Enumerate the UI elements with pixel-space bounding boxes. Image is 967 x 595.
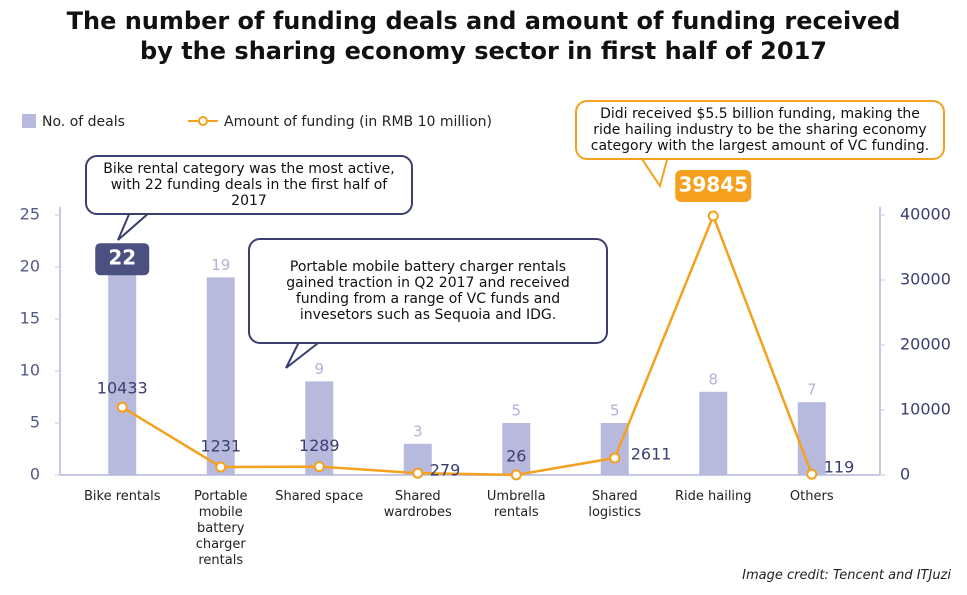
y-tick-label: 20	[20, 257, 40, 276]
legend-label: No. of deals	[42, 114, 125, 130]
legend-item: No. of deals	[22, 114, 125, 130]
point	[412, 467, 424, 479]
value-label: 7	[807, 381, 817, 399]
y2-tick-label: 10000	[900, 400, 951, 419]
y-tick-label: 0	[30, 465, 40, 484]
legend-item: Amount of funding (in RMB 10 million)	[188, 114, 492, 130]
y-tick-label: 10	[20, 361, 40, 380]
value-label: 1289	[299, 436, 340, 455]
value-label: 8	[708, 370, 718, 388]
bar	[305, 381, 334, 475]
x-tick-label: Shared wardrobes	[383, 489, 452, 520]
value-label: 9	[314, 360, 324, 378]
x-tick-label: Bike rentals	[84, 489, 161, 504]
value-label: 5	[610, 402, 620, 420]
value-label: 2611	[631, 445, 672, 464]
y2-tick-label: 40000	[900, 205, 951, 224]
x-tick-label: Portable mobile battery charger rentals	[193, 489, 248, 568]
point	[116, 401, 128, 413]
legend-swatch	[22, 114, 36, 128]
point	[806, 468, 818, 480]
chart-title: The number of funding deals and amount o…	[66, 7, 901, 65]
value-label-box	[675, 170, 752, 203]
bar	[206, 277, 235, 475]
bar	[108, 246, 137, 475]
point	[510, 469, 522, 481]
value-label: 39845	[678, 173, 748, 197]
legend-label: Amount of funding (in RMB 10 million)	[224, 114, 492, 130]
value-label: 26	[506, 446, 526, 465]
x-tick-label: Shared logistics	[588, 489, 642, 520]
value-label: 279	[430, 461, 461, 480]
point	[707, 210, 719, 222]
x-tick-label: Others	[789, 489, 834, 504]
x-tick-label: Shared space	[275, 489, 364, 504]
x-tick-label: Ride hailing	[674, 489, 752, 504]
credit: Image credit: Tencent and ITJuzi	[742, 568, 951, 583]
callout: Didi received $5.5 billion funding, maki…	[575, 100, 945, 160]
bar	[699, 391, 728, 475]
value-label: 22	[108, 246, 136, 270]
y-tick-label: 15	[20, 309, 40, 328]
y2-tick-label: 0	[900, 465, 910, 484]
bar	[797, 402, 826, 475]
line	[121, 212, 813, 477]
value-label: 3	[413, 422, 423, 440]
point	[313, 461, 325, 473]
point	[215, 461, 227, 473]
bar	[600, 423, 629, 475]
y2-tick-label: 20000	[900, 335, 951, 354]
value-label: 10433	[97, 379, 148, 398]
legend-swatch	[188, 116, 218, 126]
value-label: 5	[511, 402, 521, 420]
y-tick-label: 5	[30, 413, 40, 432]
value-label: 19	[211, 256, 230, 274]
value-label: 119	[824, 458, 855, 477]
y2-tick-label: 30000	[900, 270, 951, 289]
value-label-box	[95, 243, 150, 276]
y-tick-label: 25	[20, 205, 40, 224]
value-label: 1231	[200, 436, 241, 455]
callout-tail	[638, 155, 670, 189]
bar	[502, 423, 531, 475]
callout: Bike rental category was the most active…	[85, 155, 413, 215]
callout: Portable mobile battery charger rentals …	[248, 238, 608, 344]
x-tick-label: Umbrella rentals	[486, 489, 546, 520]
point	[609, 452, 621, 464]
callout-tail	[117, 211, 153, 241]
